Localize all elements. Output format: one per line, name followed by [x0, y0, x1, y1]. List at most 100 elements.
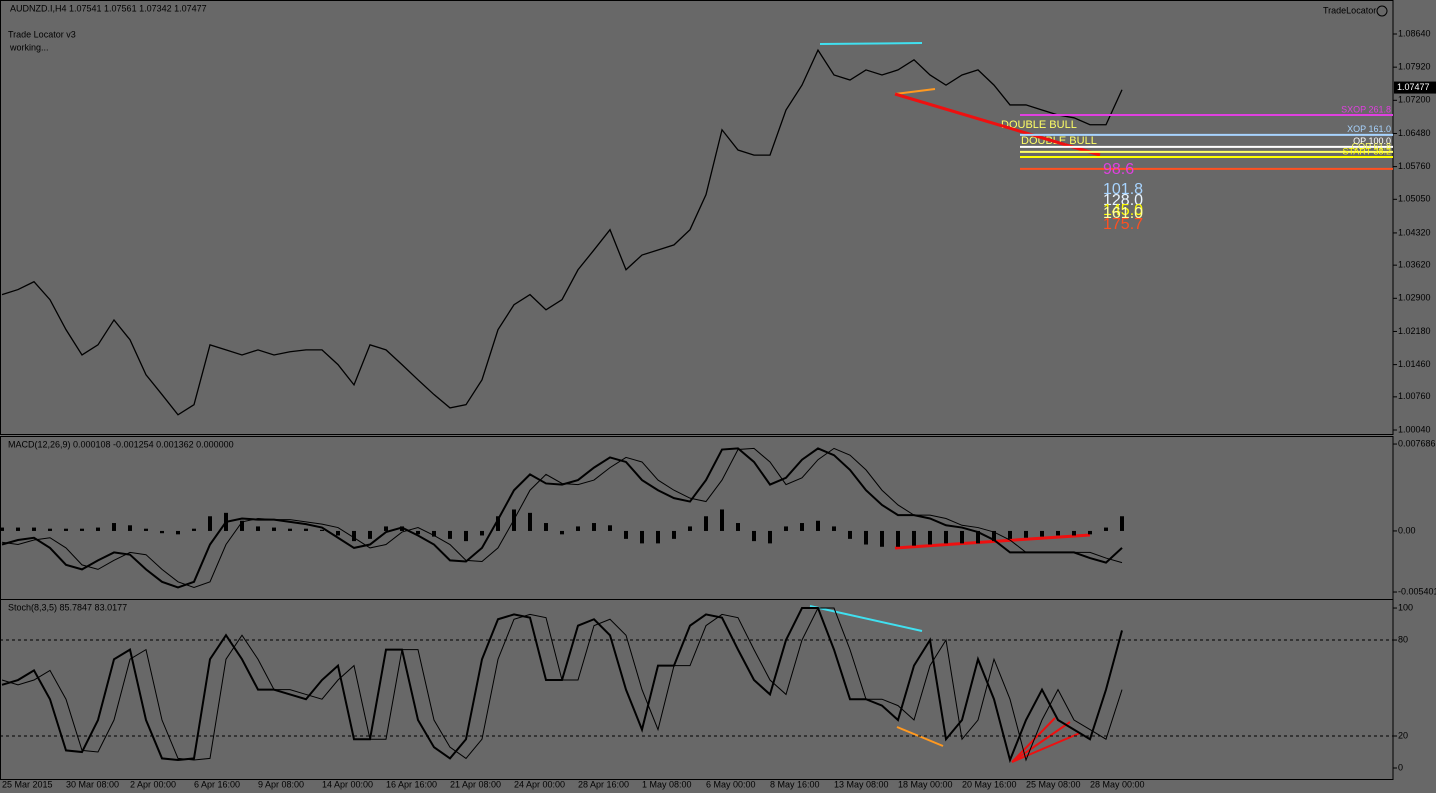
last-price-box — [1394, 81, 1436, 94]
divergence-line — [894, 92, 1101, 157]
x-tick-label: 25 May 08:00 — [1026, 779, 1081, 789]
histogram-bar — [128, 525, 132, 531]
histogram-bar — [272, 527, 276, 531]
symbol-header: AUDNZD.I,H4 1.07541 1.07561 1.07342 1.07… — [10, 3, 207, 13]
histogram-bar — [1120, 516, 1124, 531]
y-tick-label: 80 — [1398, 634, 1408, 644]
y-tick-label: 1.07920 — [1398, 62, 1431, 72]
histogram-bar — [480, 530, 484, 536]
x-tick-label: 14 Apr 00:00 — [322, 779, 373, 789]
x-tick-label: 6 May 00:00 — [706, 779, 756, 789]
histogram-bar — [784, 526, 788, 531]
histogram-bar — [976, 530, 980, 544]
x-tick-label: 16 Apr 16:00 — [386, 779, 437, 789]
panel-border — [0, 0, 1394, 435]
pattern-label: DOUBLE BULL — [1021, 135, 1097, 147]
histogram-bar — [896, 530, 900, 547]
panel-border — [0, 599, 1394, 780]
y-tick-label: 100 — [1398, 602, 1413, 612]
pattern-label: DOUBLE BULL — [1001, 119, 1077, 131]
histogram-bar — [112, 523, 116, 531]
y-tick-label: 0 — [1398, 762, 1403, 772]
histogram-bar — [656, 530, 660, 544]
histogram-bar — [960, 530, 964, 544]
histogram-bar — [352, 530, 356, 542]
histogram-bar — [864, 530, 868, 545]
divergence-lines — [809, 42, 1101, 763]
histogram-bar — [912, 530, 916, 546]
indicator-status: working... — [9, 42, 49, 52]
histogram-bar — [848, 530, 852, 539]
x-tick-label: 21 Apr 08:00 — [450, 779, 501, 789]
y-tick-label: 1.03620 — [1398, 260, 1431, 270]
fib-number: 101.8 — [1103, 181, 1143, 198]
histogram-bar — [576, 526, 580, 531]
histogram-bar — [928, 530, 932, 545]
histogram-bar — [192, 528, 196, 531]
divergence-line — [1011, 732, 1081, 763]
level-label: START 38.2 — [1342, 146, 1391, 156]
histogram-bar — [96, 527, 100, 531]
y-tick-label: 1.05760 — [1398, 161, 1431, 171]
y-tick-label: 0.00 — [1398, 525, 1416, 535]
close-icon[interactable] — [1376, 5, 1388, 17]
line-series — [1, 447, 1123, 589]
histogram-bar — [400, 526, 404, 531]
histogram-bar — [992, 530, 996, 542]
histogram-bar — [1072, 530, 1076, 536]
x-tick-label: 13 May 08:00 — [834, 779, 889, 789]
histogram-bar — [368, 530, 372, 539]
indicator-title: Trade Locator v3 — [8, 29, 76, 39]
line-series — [1, 447, 1123, 589]
y-tick-label: 1.07200 — [1398, 95, 1431, 105]
histogram-bar — [48, 528, 52, 531]
histogram-bar — [736, 523, 740, 531]
histogram-bar — [1104, 527, 1108, 531]
fib-number: 175.7 — [1103, 216, 1143, 233]
x-tick-label: 25 Mar 2015 — [2, 779, 53, 789]
histogram-bar — [432, 530, 436, 537]
histogram-bar — [80, 528, 84, 531]
level-label: OP 100.0 — [1353, 136, 1391, 146]
histogram-bar — [1056, 530, 1060, 536]
histogram-bar — [240, 520, 244, 531]
histogram-bar — [0, 527, 4, 531]
histogram-bar — [176, 530, 180, 535]
histogram-bar — [560, 530, 564, 535]
x-tick-label: 28 May 00:00 — [1090, 779, 1145, 789]
histogram-bar — [800, 523, 804, 531]
histogram-bar — [496, 516, 500, 531]
histogram-bar — [336, 530, 340, 536]
y-tick-label: 1.00040 — [1398, 424, 1431, 434]
x-tick-label: 2 Apr 00:00 — [130, 779, 176, 789]
y-tick-label: 1.05050 — [1398, 194, 1431, 204]
y-tick-label: -0.005401 — [1398, 586, 1436, 596]
x-tick-label: 8 May 16:00 — [770, 779, 820, 789]
histogram-bar — [640, 530, 644, 544]
y-tick-label: 1.00760 — [1398, 391, 1431, 401]
histogram-bar — [704, 516, 708, 531]
fib-number: 98.6 — [1103, 161, 1134, 178]
x-tick-label: 30 Mar 08:00 — [66, 779, 119, 789]
x-tick-label: 1 May 08:00 — [642, 779, 692, 789]
level-label: COP 61.8 — [1352, 141, 1391, 151]
y-tick-label: 0.007686 — [1398, 438, 1436, 448]
histogram-bar — [160, 530, 164, 534]
fib-number: 161.0 — [1103, 205, 1143, 222]
last-price: 1.07477 — [1397, 82, 1430, 92]
y-tick-label: 1.01460 — [1398, 359, 1431, 369]
histogram-bar — [880, 530, 884, 547]
histogram-bar — [64, 528, 68, 531]
x-tick-label: 9 Apr 08:00 — [258, 779, 304, 789]
histogram-bar — [592, 523, 596, 531]
histogram-bar — [528, 512, 532, 531]
histogram-bar — [944, 530, 948, 544]
histogram-bar — [816, 520, 820, 531]
panel-title: MACD(12,26,9) 0.000108 -0.001254 0.00136… — [8, 439, 234, 449]
y-tick-label: 20 — [1398, 730, 1408, 740]
x-tick-label: 28 Apr 16:00 — [578, 779, 629, 789]
x-tick-label: 18 May 00:00 — [898, 779, 953, 789]
histogram-bar — [464, 530, 468, 542]
histogram-bar — [544, 523, 548, 531]
